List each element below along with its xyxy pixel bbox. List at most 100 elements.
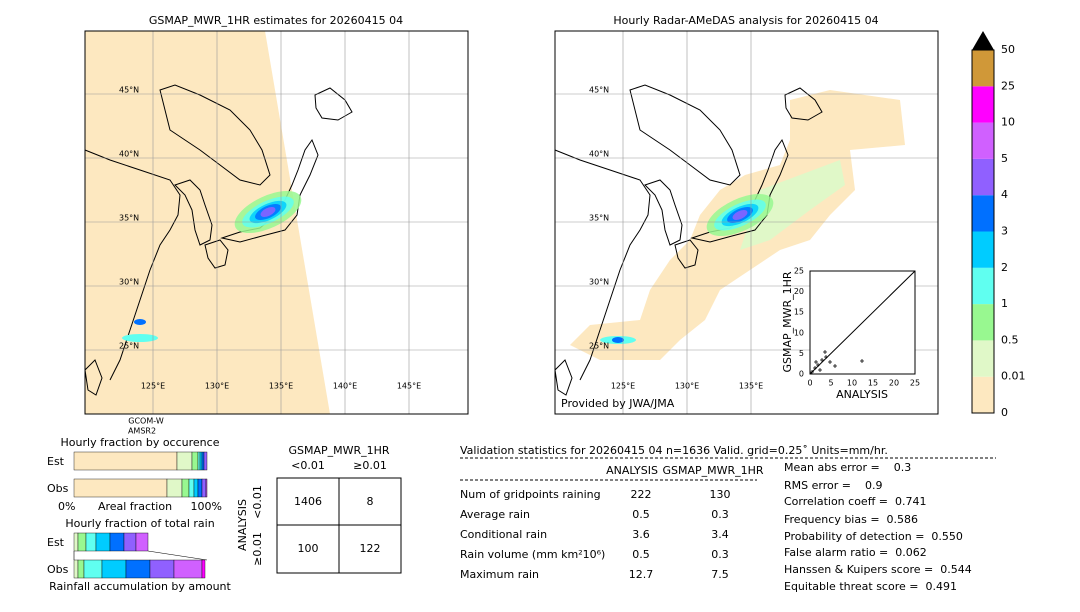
colorbar-label: 0.01 — [1001, 370, 1026, 383]
fraction-segment — [95, 532, 111, 552]
scatter-point — [860, 359, 864, 363]
stat-value: 0.3 — [711, 548, 729, 561]
stat-value: 130 — [710, 488, 731, 501]
scatter-point — [810, 370, 814, 374]
coastline — [554, 149, 651, 381]
inset-y-tick: 25 — [794, 267, 804, 276]
lon-label: 125°E — [611, 382, 635, 391]
fraction-segment — [201, 478, 207, 498]
fraction-segment — [197, 478, 203, 498]
coastline — [784, 87, 823, 121]
coastline — [174, 179, 213, 246]
colorbar-label: 5 — [1001, 152, 1008, 165]
colorbar-label: 25 — [1001, 79, 1015, 92]
lon-label: 125°E — [141, 382, 165, 391]
scatter-point — [813, 366, 817, 370]
colorbar-swatch — [972, 340, 994, 377]
inset-x-tick: 0 — [807, 379, 812, 388]
connector — [73, 550, 208, 561]
lat-label: 25°N — [119, 342, 139, 351]
lat-label: 25°N — [589, 342, 609, 351]
fraction-segment — [201, 559, 206, 579]
stat-value: 0.5 — [632, 508, 650, 521]
axis-label: ANALYSIS — [236, 499, 249, 551]
colorbar-swatch — [972, 376, 994, 413]
inset-x-tick: 20 — [889, 379, 899, 388]
table-title: GSMAP_MWR_1HR — [288, 444, 389, 457]
table-cell: 8 — [367, 495, 374, 508]
score: Probability of detection = 0.550 — [784, 530, 963, 543]
stats-title: Validation statistics for 20260415 04 n=… — [460, 444, 888, 457]
colorbar-swatch — [972, 122, 994, 159]
fraction-segment — [85, 532, 97, 552]
col-header: GSMAP_MWR_1HR — [662, 464, 763, 477]
fraction-segment — [101, 559, 127, 579]
lon-label: 135°E — [269, 382, 293, 391]
table-cell: 1406 — [294, 495, 322, 508]
colorbar-label: 1 — [1001, 297, 1008, 310]
stat-label: Conditional rain — [460, 528, 547, 541]
score: Mean abs error = 0.3 — [784, 461, 911, 474]
fraction-segment — [191, 451, 199, 471]
scatter-point — [820, 358, 824, 362]
colorbar-extend — [972, 31, 994, 50]
scatter-point — [823, 350, 827, 354]
stat-value: 3.4 — [711, 528, 729, 541]
table-cell: 122 — [360, 542, 381, 555]
fraction-segment — [166, 478, 183, 498]
colorbar-label: 4 — [1001, 188, 1008, 201]
score: Correlation coeff = 0.741 — [784, 495, 926, 508]
lat-label: 40°N — [589, 150, 609, 159]
scatter-point — [816, 363, 820, 367]
scatter-point — [818, 368, 822, 372]
inset-x-tick: 25 — [910, 379, 920, 388]
fraction-segment — [176, 451, 193, 471]
inset-y-tick: 20 — [794, 287, 804, 296]
stat-label: Maximum rain — [460, 568, 539, 581]
score: Frequency bias = 0.586 — [784, 513, 918, 526]
fraction-segment — [77, 532, 87, 552]
fraction-segment — [77, 559, 85, 579]
row-label: Est — [47, 536, 65, 549]
fraction-segment — [188, 478, 195, 498]
lat-label: 45°N — [589, 86, 609, 95]
coastline — [204, 239, 229, 269]
colorbar-swatch — [972, 86, 994, 123]
fraction-segment — [123, 532, 137, 552]
coastline — [84, 149, 181, 381]
stat-value: 7.5 — [711, 568, 729, 581]
fraction-segment — [73, 532, 79, 552]
lon-label: 135°E — [739, 382, 763, 391]
fraction-segment — [201, 451, 205, 471]
rain-patch — [732, 210, 748, 220]
row-label: Obs — [47, 563, 69, 576]
scatter-point — [824, 355, 828, 359]
inset-x-tick: 5 — [828, 379, 833, 388]
row-label: Obs — [47, 482, 69, 495]
inset-y-tick: 5 — [799, 349, 804, 358]
lon-label: 140°E — [333, 382, 357, 391]
colorbar-label: 0.5 — [1001, 333, 1019, 346]
inset-ylabel: GSMAP_MWR_1HR — [781, 271, 794, 372]
fraction-segment — [135, 532, 149, 552]
panel-title: Hourly fraction by occurence — [61, 436, 220, 449]
score: RMS error = 0.9 — [784, 479, 882, 492]
map-title: GSMAP_MWR_1HR estimates for 20260415 04 — [149, 14, 403, 27]
stat-label: Average rain — [460, 508, 530, 521]
col-header: ANALYSIS — [606, 464, 658, 477]
rain-patch — [134, 319, 146, 325]
panel-title: Hourly fraction of total rain — [65, 517, 214, 530]
axis-label: 0% — [58, 500, 75, 513]
fraction-segment — [73, 559, 79, 579]
coastline — [159, 84, 271, 186]
map-border — [84, 30, 469, 415]
stat-label: Rain volume (mm km²10⁶) — [460, 548, 605, 561]
lat-label: 40°N — [119, 150, 139, 159]
colorbar-swatch — [972, 195, 994, 232]
colorbar-swatch — [972, 267, 994, 305]
score: Equitable threat score = 0.491 — [784, 580, 957, 593]
rain-patch — [612, 337, 624, 343]
row-label: <0.01 — [251, 485, 264, 519]
fraction-segment — [193, 478, 199, 498]
stat-value: 12.7 — [629, 568, 654, 581]
